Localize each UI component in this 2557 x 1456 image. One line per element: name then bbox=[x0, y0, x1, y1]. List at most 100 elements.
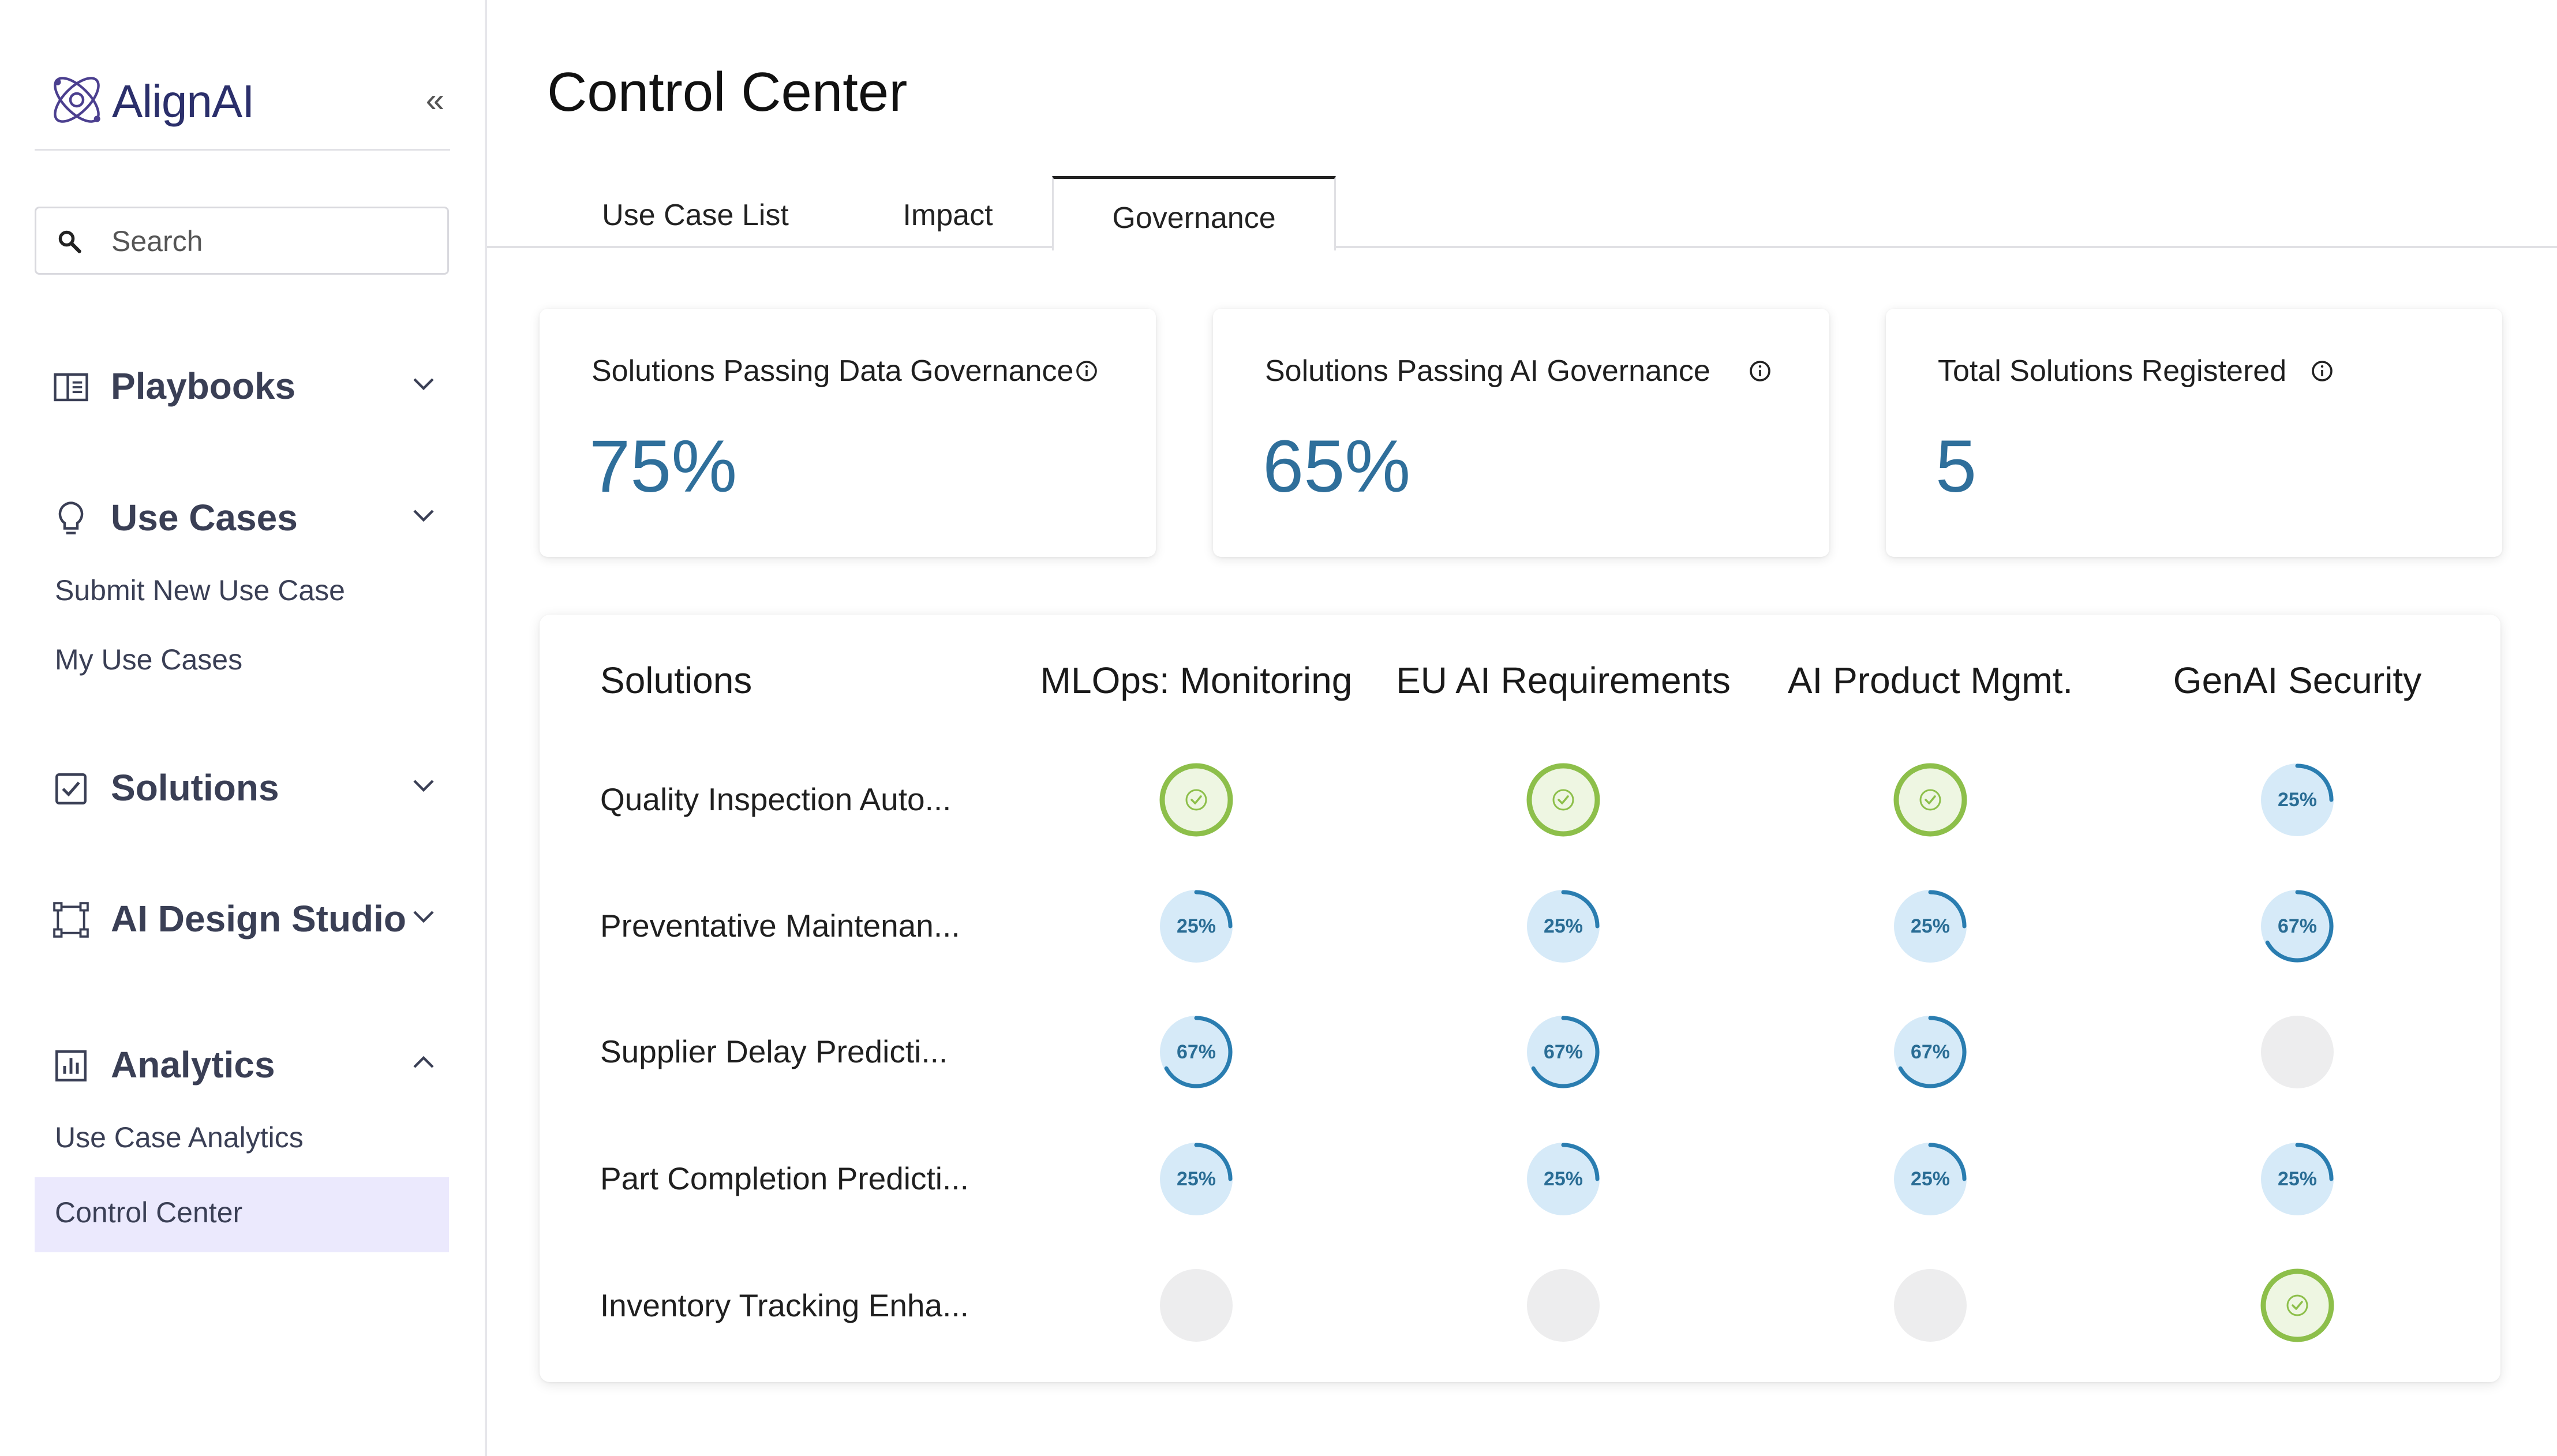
info-icon[interactable] bbox=[1749, 360, 1772, 383]
table-row-label[interactable]: Part Completion Predicti... bbox=[600, 1161, 969, 1196]
status-progress-ring[interactable]: 25% bbox=[2259, 1141, 2335, 1217]
status-progress-ring[interactable]: 67% bbox=[1892, 1014, 1968, 1090]
search-box[interactable] bbox=[35, 207, 449, 275]
collapse-sidebar-button[interactable]: « bbox=[425, 81, 444, 119]
status-complete-icon[interactable] bbox=[1525, 762, 1601, 838]
stat-card-ai-governance: Solutions Passing AI Governance 65% bbox=[1213, 309, 1829, 557]
table-row-label[interactable]: Supplier Delay Predicti... bbox=[600, 1034, 948, 1069]
progress-percent-label: 67% bbox=[2277, 915, 2318, 937]
status-empty-indicator[interactable] bbox=[1525, 1267, 1601, 1343]
info-icon[interactable] bbox=[1075, 360, 1098, 383]
stat-card-value: 75% bbox=[589, 425, 737, 508]
status-complete-icon[interactable] bbox=[2259, 1267, 2335, 1343]
book-icon bbox=[54, 373, 88, 402]
sidebar-section-ai-design-studio[interactable]: AI Design Studio bbox=[35, 886, 450, 949]
progress-percent-label: 25% bbox=[1910, 915, 1950, 937]
progress-percent-label: 25% bbox=[2277, 789, 2318, 811]
table-header-column: EU AI Requirements bbox=[1396, 660, 1731, 701]
status-complete-icon[interactable] bbox=[1158, 762, 1234, 838]
table-header-column: AI Product Mgmt. bbox=[1787, 660, 2073, 701]
search-icon bbox=[58, 230, 81, 253]
chevron-down-icon bbox=[413, 510, 434, 522]
table-row-label[interactable]: Preventative Maintenan... bbox=[600, 908, 960, 944]
stat-card-title: Total Solutions Registered bbox=[1938, 354, 2287, 388]
progress-percent-label: 25% bbox=[1176, 915, 1216, 937]
progress-percent-label: 25% bbox=[1910, 1168, 1950, 1190]
status-progress-ring[interactable]: 25% bbox=[1892, 1141, 1968, 1217]
sidebar-item-my-use-cases[interactable]: My Use Cases bbox=[35, 624, 449, 699]
tab-impact[interactable]: Impact bbox=[843, 176, 1053, 248]
search-input[interactable] bbox=[110, 218, 436, 265]
sidebar-section-label: Analytics bbox=[111, 1044, 275, 1086]
chevron-up-icon bbox=[413, 1055, 434, 1068]
table-header-column: GenAI Security bbox=[2173, 660, 2422, 701]
info-icon[interactable] bbox=[2311, 360, 2334, 383]
sidebar-item-label: My Use Cases bbox=[55, 643, 243, 676]
sidebar-divider bbox=[35, 149, 450, 151]
progress-percent-label: 25% bbox=[1543, 1168, 1583, 1190]
sidebar-section-label: Use Cases bbox=[111, 497, 298, 538]
tab-use-case-list[interactable]: Use Case List bbox=[554, 176, 837, 248]
status-progress-ring[interactable]: 25% bbox=[1892, 888, 1968, 964]
table-header-column: MLOps: Monitoring bbox=[1040, 660, 1353, 701]
chevron-down-icon bbox=[413, 911, 434, 923]
sidebar-section-label: AI Design Studio bbox=[111, 898, 406, 940]
tab-governance[interactable]: Governance bbox=[1052, 176, 1336, 250]
sidebar: AlignAI « Playbooks bbox=[0, 0, 487, 1456]
status-empty-indicator[interactable] bbox=[1158, 1267, 1234, 1343]
stat-card-data-governance: Solutions Passing Data Governance 75% bbox=[540, 309, 1156, 557]
brand-row: AlignAI « bbox=[35, 63, 450, 133]
bar-chart-icon bbox=[55, 1050, 87, 1081]
status-progress-ring[interactable]: 67% bbox=[1525, 1014, 1601, 1090]
page-title: Control Center bbox=[547, 61, 908, 123]
table-header-solutions: Solutions bbox=[600, 660, 753, 701]
chevron-down-icon bbox=[413, 378, 434, 391]
sidebar-section-use-cases[interactable]: Use Cases bbox=[35, 485, 450, 548]
sidebar-item-use-case-analytics[interactable]: Use Case Analytics bbox=[35, 1102, 449, 1177]
sidebar-item-label: Use Case Analytics bbox=[55, 1121, 304, 1154]
progress-percent-label: 25% bbox=[1176, 1168, 1216, 1190]
table-row-label[interactable]: Quality Inspection Auto... bbox=[600, 781, 952, 817]
progress-percent-label: 25% bbox=[1543, 915, 1583, 937]
sidebar-section-analytics[interactable]: Analytics bbox=[35, 1032, 450, 1095]
lightbulb-icon bbox=[58, 501, 84, 534]
status-complete-icon[interactable] bbox=[1892, 762, 1968, 838]
stat-card-title: Solutions Passing Data Governance bbox=[591, 354, 1074, 388]
atom-logo-icon bbox=[54, 77, 100, 123]
sidebar-item-control-center[interactable]: Control Center bbox=[35, 1177, 449, 1252]
sidebar-item-label: Submit New Use Case bbox=[55, 574, 345, 607]
tab-label: Impact bbox=[903, 199, 993, 232]
stat-card-title: Solutions Passing AI Governance bbox=[1265, 354, 1710, 388]
status-empty-indicator[interactable] bbox=[2259, 1014, 2335, 1090]
brand-name: AlignAI bbox=[112, 76, 254, 127]
sidebar-section-label: Solutions bbox=[111, 767, 279, 809]
governance-table bbox=[540, 615, 2500, 1382]
sidebar-section-label: Playbooks bbox=[111, 365, 296, 407]
progress-percent-label: 67% bbox=[1176, 1041, 1216, 1063]
stat-card-value: 65% bbox=[1263, 425, 1411, 508]
status-progress-ring[interactable]: 67% bbox=[2259, 888, 2335, 964]
status-progress-ring[interactable]: 25% bbox=[1158, 888, 1234, 964]
vector-nodes-icon bbox=[53, 902, 89, 938]
progress-percent-label: 67% bbox=[1543, 1041, 1583, 1063]
tabs-underline bbox=[487, 246, 2557, 248]
progress-percent-label: 25% bbox=[2277, 1168, 2318, 1190]
stat-card-total-solutions: Total Solutions Registered 5 bbox=[1886, 309, 2502, 557]
status-progress-ring[interactable]: 25% bbox=[1158, 1141, 1234, 1217]
progress-percent-label: 67% bbox=[1910, 1041, 1950, 1063]
chevron-down-icon bbox=[413, 780, 434, 792]
status-progress-ring[interactable]: 25% bbox=[2259, 762, 2335, 838]
sidebar-item-submit-new-use-case[interactable]: Submit New Use Case bbox=[35, 555, 449, 630]
table-row-label[interactable]: Inventory Tracking Enha... bbox=[600, 1287, 969, 1323]
checkbox-icon bbox=[55, 773, 87, 804]
sidebar-section-solutions[interactable]: Solutions bbox=[35, 755, 450, 818]
sidebar-item-label: Control Center bbox=[55, 1196, 243, 1229]
tab-label: Use Case List bbox=[602, 199, 789, 232]
status-empty-indicator[interactable] bbox=[1892, 1267, 1968, 1343]
stat-card-value: 5 bbox=[1935, 425, 1977, 508]
status-progress-ring[interactable]: 25% bbox=[1525, 1141, 1601, 1217]
sidebar-section-playbooks[interactable]: Playbooks bbox=[35, 353, 450, 417]
status-progress-ring[interactable]: 67% bbox=[1158, 1014, 1234, 1090]
status-progress-ring[interactable]: 25% bbox=[1525, 888, 1601, 964]
